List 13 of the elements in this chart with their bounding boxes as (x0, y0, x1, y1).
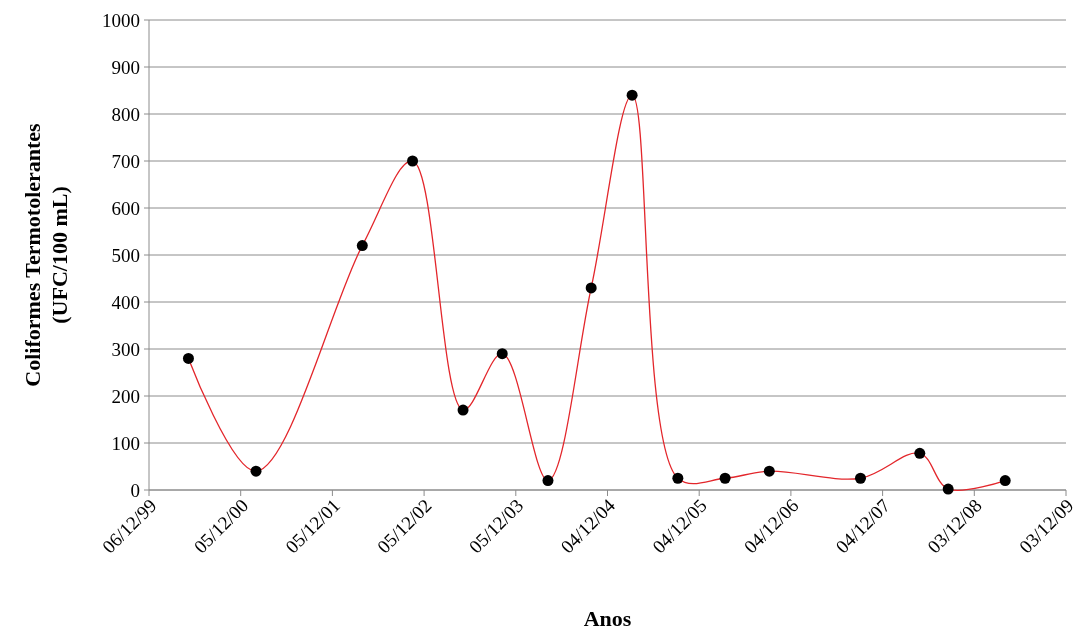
y-tick-label: 900 (111, 56, 140, 78)
y-tick-label: 500 (111, 244, 140, 266)
y-tick-label: 800 (111, 103, 140, 125)
y-tick-label: 700 (111, 150, 140, 172)
x-axis-title: Anos (583, 606, 632, 631)
y-tick-label: 100 (111, 432, 140, 454)
y-tick-label: 1000 (102, 9, 140, 31)
y-tick-label: 300 (111, 338, 140, 360)
y-axis-title: Coliformes Termotolerantes (UFC/100 mL) (20, 122, 72, 387)
y-tick-label: 600 (111, 197, 140, 219)
y-tick-label: 400 (111, 291, 140, 313)
y-tick-label: 0 (130, 479, 140, 501)
y-tick-label: 200 (111, 385, 140, 407)
